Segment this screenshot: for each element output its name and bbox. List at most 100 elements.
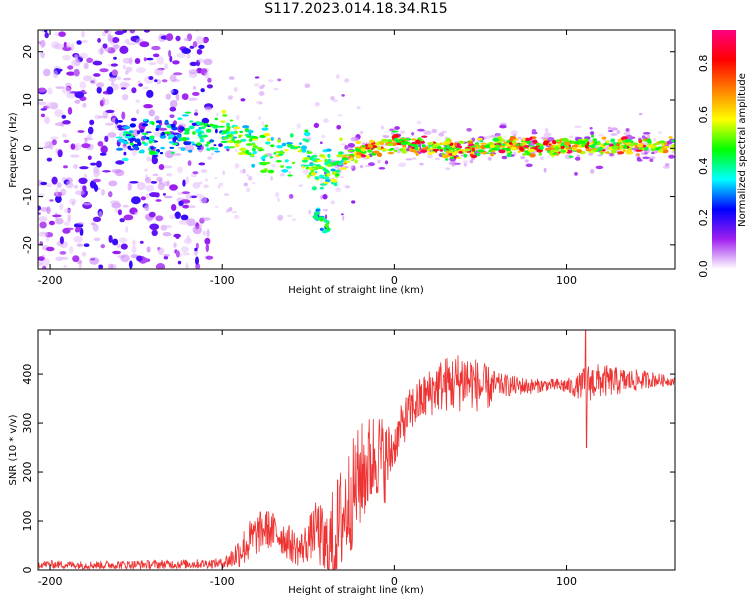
spectrogram-cell — [601, 136, 607, 140]
spectrogram-cell — [349, 157, 354, 161]
spectrogram-cell — [497, 136, 503, 140]
spectrogram-cell — [112, 250, 121, 255]
spectrogram-cell — [200, 126, 206, 130]
spectrogram-cell — [150, 146, 154, 150]
spectrogram-cell — [224, 193, 230, 196]
spectrogram-cell — [220, 120, 226, 123]
spectrogram-cell — [60, 256, 69, 260]
spectrogram-cell — [438, 132, 445, 137]
spectrogram-cell — [452, 152, 458, 156]
spectrogram-cell — [62, 120, 71, 125]
spectrogram-cell — [611, 127, 618, 131]
spectrogram-cell — [131, 87, 137, 94]
spectrogram-cell — [139, 240, 144, 244]
spectrogram-cell — [117, 125, 123, 129]
spectrogram-cell — [146, 246, 151, 253]
spectrogram-cell — [303, 131, 311, 137]
spectrogram-cell — [144, 176, 152, 184]
spectrogram-cell — [73, 68, 80, 77]
spectrogram-cell — [194, 247, 198, 252]
spectrogram-cell — [258, 116, 262, 120]
spectrogram-cell — [443, 141, 449, 145]
spectrogram-cell — [47, 87, 53, 95]
spectrogram-cell — [44, 141, 53, 147]
spectrogram-cell — [330, 162, 338, 166]
spectrogram-cell — [148, 109, 156, 117]
spectrogram-cell — [574, 156, 581, 161]
spectrogram-cell — [420, 149, 427, 153]
spectrogram-cell — [71, 200, 76, 206]
spectrogram-cell — [192, 225, 202, 235]
spectrogram-cell — [45, 183, 53, 188]
spectrogram-cell — [204, 237, 211, 245]
spectrogram-cell — [522, 153, 527, 156]
spectrogram-cell — [359, 165, 364, 169]
spectrogram-cell — [360, 154, 367, 158]
spectrogram-cell — [426, 149, 430, 152]
spectrogram-cell — [280, 165, 285, 168]
spectrogram-cell — [323, 181, 329, 184]
spectrogram-cell — [281, 169, 289, 173]
spectrogram-cell — [520, 155, 526, 160]
spectrogram-cell — [66, 42, 71, 49]
spectrogram-cell — [398, 162, 407, 167]
spectrogram-cell — [40, 108, 47, 111]
spectrogram-cell — [137, 80, 141, 84]
spectrogram-cell — [246, 187, 251, 193]
spectrogram-cell — [354, 137, 360, 142]
spectrogram-cell — [83, 243, 90, 247]
spectrogram-cell — [105, 47, 109, 52]
spectrogram-cell — [143, 135, 147, 140]
spectrogram-cell — [561, 137, 569, 142]
spectrogram-cell — [529, 153, 536, 158]
spectrogram-cell — [304, 129, 309, 133]
spectrogram-cell — [110, 63, 118, 67]
spectrogram-cell — [639, 147, 643, 150]
spectrogram-cell — [163, 253, 170, 257]
spectrogram-cell — [595, 165, 604, 170]
spectrogram-cell — [267, 138, 271, 142]
spectrogram-cell — [411, 146, 415, 149]
spectrogram-cell — [96, 160, 102, 168]
spectrogram-cell — [593, 148, 597, 151]
spectrogram-cell — [286, 142, 293, 145]
spectrogram-cell — [175, 250, 180, 258]
spectrogram-cell — [571, 140, 577, 144]
spectrogram-cell — [194, 109, 198, 113]
spectrogram-cell — [590, 142, 593, 145]
spectrogram-cell — [574, 172, 578, 176]
spectrogram-cell — [137, 182, 146, 190]
spectrogram-cell — [164, 195, 173, 199]
spectrogram-cell — [193, 85, 197, 90]
spectrogram-cell — [391, 130, 399, 133]
spectrogram-cell — [423, 130, 432, 135]
spectrogram-cell — [382, 134, 387, 138]
spectrogram-cell — [57, 68, 63, 72]
spectrogram-cell — [56, 182, 62, 189]
spectrogram-cell — [122, 140, 129, 145]
spectrogram-cell — [110, 200, 120, 204]
spectrogram-cell — [301, 145, 307, 150]
spectrogram-cell — [651, 152, 655, 154]
spectrogram-cell — [197, 147, 202, 150]
x-tick-label: 0 — [391, 575, 398, 588]
colorbar-tick-label: 0.2 — [697, 209, 710, 227]
spectrogram-cell — [428, 144, 433, 147]
spectrogram-cell — [327, 158, 332, 162]
spectrogram-cell — [126, 42, 137, 46]
spectrogram-cell — [527, 148, 536, 153]
spectrogram-cell — [311, 157, 316, 162]
spectrogram-cell — [122, 57, 131, 64]
spectrogram-cell — [255, 147, 264, 150]
spectrogram-cell — [176, 52, 186, 58]
spectrogram-cell — [51, 176, 58, 185]
spectrogram-cell — [124, 38, 130, 44]
spectrogram-cell — [269, 156, 274, 159]
spectrogram-cell — [471, 147, 475, 152]
spectrogram-cell — [120, 243, 128, 250]
spectrogram-cell — [320, 194, 323, 200]
spectrogram-cell — [113, 44, 118, 51]
spectrogram-cell — [234, 140, 242, 144]
spectrogram-cell — [129, 30, 136, 34]
spectrogram-cell — [322, 194, 328, 200]
